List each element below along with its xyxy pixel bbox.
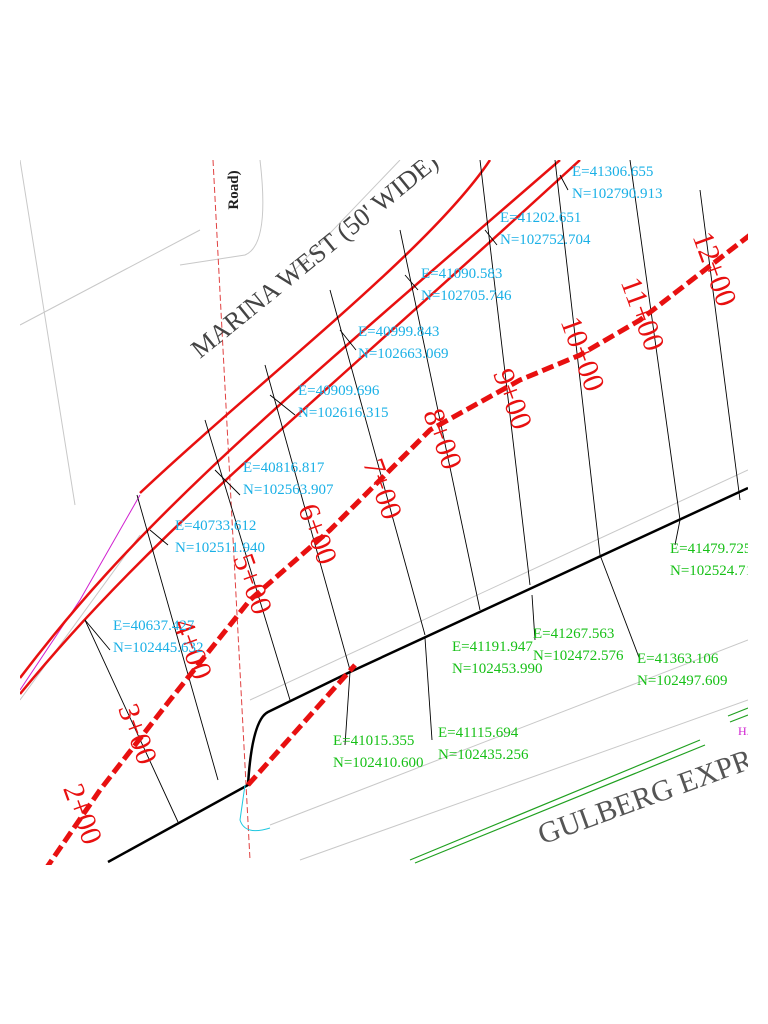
coordinate-easting: E=41090.583 [421,266,502,282]
coordinate-easting: E=41015.355 [333,733,414,749]
station-label: 11+00 [614,273,671,356]
station-label: 6+00 [291,499,343,568]
coordinate-northing: N=102435.256 [438,747,529,763]
coordinate-easting: E=40733.612 [175,518,256,534]
station-label: 3+00 [111,699,163,768]
coordinate-easting: E=41479.725 [670,541,751,557]
coordinate-easting: E=40816.817 [243,460,325,476]
station-label: 12+00 [686,227,743,311]
coordinate-easting: E=41363.106 [637,651,719,667]
coordinate-easting: E=41115.694 [438,725,519,741]
road-name: GULBERG EXPRES [534,731,768,851]
coordinate-northing: N=102524.710 [670,563,761,579]
coordinate-easting: E=41306.655 [572,164,653,180]
linework: MARINA WEST (50' WIDE)Road)GULBERG EXPRE… [20,160,768,865]
road-name: Road) [226,170,242,209]
coordinate-northing: N=102752.704 [500,232,591,248]
coordinate-easting: E=41267.563 [533,626,614,642]
coordinate-northing: N=102663.069 [358,346,449,362]
coordinate-northing: N=102410.600 [333,755,424,771]
coordinate-northing: N=102445.632 [113,640,204,656]
coordinate-northing: N=102511.940 [175,540,265,556]
coordinate-easting: E=40909.696 [298,383,380,399]
coordinate-northing: N=102472.576 [533,648,624,664]
coordinate-northing: N=102705.746 [421,288,512,304]
coordinate-northing: N=102563.907 [243,482,334,498]
coordinate-northing: N=102790.913 [572,186,663,202]
station-label: 5+00 [226,549,278,618]
coordinate-easting: E=40637.427 [113,618,195,634]
station-label: 7+00 [356,454,408,523]
coordinate-northing: N=102616.315 [298,405,389,421]
coordinate-northing: N=102497.609 [637,673,728,689]
coordinate-easting: E=41202.651 [500,210,581,226]
coordinate-easting: E=41191.947 [452,639,533,655]
coordinate-northing: N=102453.990 [452,661,543,677]
coordinate-easting: E=40999.843 [358,324,439,340]
station-label: 10+00 [554,312,611,396]
marker: H. [738,724,750,738]
